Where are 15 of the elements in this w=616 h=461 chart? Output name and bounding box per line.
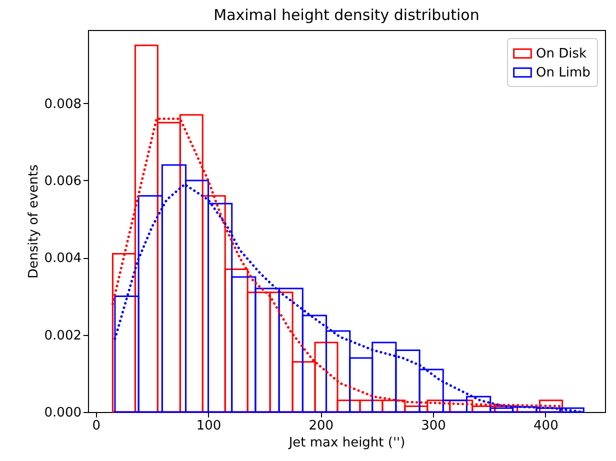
- y-tick-label: 0.008: [44, 96, 82, 112]
- x-tick-label: 400: [534, 418, 558, 434]
- y-tick-label: 0.002: [44, 328, 82, 344]
- legend-label: On Disk: [536, 46, 587, 62]
- x-tick-label: 100: [196, 418, 222, 434]
- y-tick-label: 0.004: [44, 251, 82, 266]
- y-axis-title: Density of events: [26, 164, 42, 279]
- y-tick-label: 0.000: [44, 406, 82, 420]
- x-tick-label: 300: [421, 418, 446, 434]
- x-axis-title: Jet max height (''): [288, 436, 406, 450]
- y-tick-label: 0.006: [44, 174, 82, 189]
- chart-title: Maximal height density distribution: [214, 6, 480, 24]
- x-tick-label: 0: [92, 418, 101, 434]
- legend-label: On Limb: [536, 66, 590, 80]
- x-tick-label: 200: [308, 418, 334, 434]
